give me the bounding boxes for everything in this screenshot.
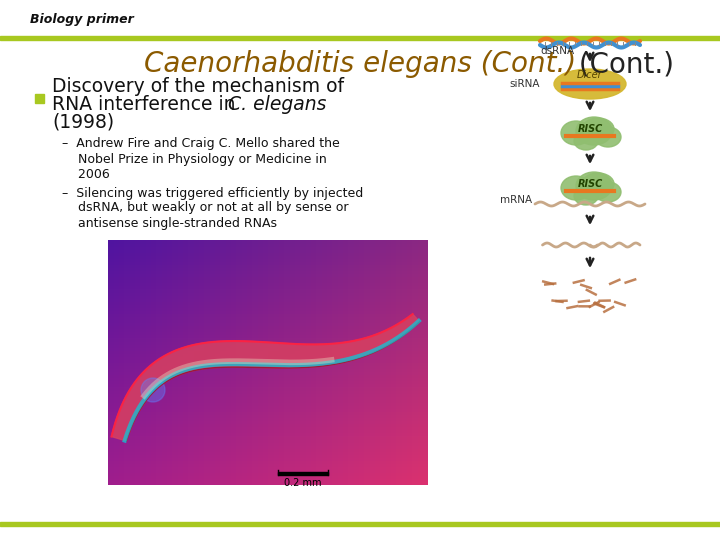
Text: RNA interference in: RNA interference in [52, 94, 241, 113]
Text: dsRNA, but weakly or not at all by sense or: dsRNA, but weakly or not at all by sense… [62, 201, 348, 214]
Ellipse shape [595, 127, 621, 147]
Ellipse shape [574, 187, 598, 205]
Text: C. elegans: C. elegans [228, 94, 326, 113]
Bar [278, 472, 328, 475]
Text: (Cont.): (Cont.) [570, 50, 674, 78]
Text: siRNA: siRNA [510, 79, 540, 89]
Ellipse shape [595, 182, 621, 202]
Bar [0, 36, 720, 40]
Ellipse shape [561, 121, 591, 145]
Text: Biology primer: Biology primer [30, 14, 134, 26]
Text: RISC: RISC [577, 124, 603, 134]
Text: Dicer: Dicer [577, 70, 603, 80]
Ellipse shape [576, 117, 612, 145]
Text: mRNA: mRNA [500, 195, 532, 205]
Text: (1998): (1998) [52, 112, 114, 132]
Bar [0, 522, 720, 526]
Text: antisense single-stranded RNAs: antisense single-stranded RNAs [62, 217, 277, 230]
Ellipse shape [561, 176, 591, 200]
Text: Caenorhabditis elegans (Cont.): Caenorhabditis elegans (Cont.) [144, 50, 576, 78]
Circle shape [141, 378, 165, 402]
Ellipse shape [574, 132, 598, 150]
Ellipse shape [582, 118, 614, 140]
Ellipse shape [554, 69, 626, 99]
Text: –  Silencing was triggered efficiently by injected: – Silencing was triggered efficiently by… [62, 186, 364, 199]
Text: RISC: RISC [577, 179, 603, 189]
Bar [35, 94, 44, 103]
Text: –  Andrew Fire and Craig C. Mello shared the: – Andrew Fire and Craig C. Mello shared … [62, 138, 340, 151]
Text: 0.2 mm: 0.2 mm [284, 478, 322, 488]
Polygon shape [112, 314, 420, 441]
Ellipse shape [576, 172, 612, 200]
Text: Nobel Prize in Physiology or Medicine in: Nobel Prize in Physiology or Medicine in [62, 152, 327, 165]
Ellipse shape [582, 173, 614, 195]
Text: 2006: 2006 [62, 167, 109, 180]
Text: Discovery of the mechanism of: Discovery of the mechanism of [52, 78, 344, 97]
Text: dsRNA: dsRNA [540, 46, 574, 56]
